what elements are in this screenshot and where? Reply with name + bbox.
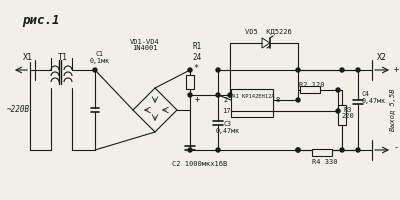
Circle shape — [216, 148, 220, 152]
Text: R4 330: R4 330 — [312, 159, 338, 165]
Text: -: - — [394, 144, 399, 152]
Bar — [312, 149, 332, 156]
Text: DA1 КР142ЕН12А: DA1 КР142ЕН12А — [229, 94, 275, 98]
Text: +: + — [394, 66, 399, 74]
Text: T1: T1 — [58, 52, 68, 62]
Text: C2 1000мкх16В: C2 1000мкх16В — [172, 161, 228, 167]
Text: X2: X2 — [377, 53, 387, 62]
Bar — [231, 89, 273, 117]
Circle shape — [188, 68, 192, 72]
Circle shape — [336, 88, 340, 92]
Text: VD1-VD4
1N4001: VD1-VD4 1N4001 — [130, 38, 160, 51]
Circle shape — [296, 68, 300, 72]
Bar — [338, 105, 346, 125]
Circle shape — [356, 148, 360, 152]
Text: R3
220: R3 220 — [342, 106, 354, 119]
Circle shape — [336, 109, 340, 113]
Text: +: + — [194, 95, 200, 104]
Text: рис.1: рис.1 — [22, 14, 60, 27]
Text: C4
0,47мк: C4 0,47мк — [362, 90, 386, 104]
Text: 8: 8 — [276, 97, 280, 103]
Circle shape — [216, 68, 220, 72]
Circle shape — [296, 148, 300, 152]
Circle shape — [356, 68, 360, 72]
Circle shape — [228, 93, 232, 97]
Circle shape — [296, 98, 300, 102]
Text: ~220В: ~220В — [6, 106, 30, 114]
Text: 17: 17 — [222, 108, 230, 114]
Text: X1: X1 — [23, 53, 33, 62]
Text: R1
24: R1 24 — [192, 42, 202, 62]
Text: C3
0,47мк: C3 0,47мк — [216, 121, 240, 134]
Text: *: * — [194, 64, 198, 73]
Bar — [300, 86, 320, 93]
Text: 2: 2 — [224, 97, 228, 103]
Text: C1
0,1мк: C1 0,1мк — [90, 50, 110, 64]
Text: Выход 5,5В: Выход 5,5В — [390, 89, 396, 131]
Circle shape — [188, 93, 192, 97]
Circle shape — [296, 148, 300, 152]
Circle shape — [188, 148, 192, 152]
Circle shape — [340, 68, 344, 72]
Bar — [186, 75, 194, 89]
Text: VD5  КД5226: VD5 КД5226 — [245, 29, 291, 35]
Text: R2 120: R2 120 — [299, 82, 325, 88]
Circle shape — [93, 68, 97, 72]
Circle shape — [340, 148, 344, 152]
Circle shape — [216, 93, 220, 97]
